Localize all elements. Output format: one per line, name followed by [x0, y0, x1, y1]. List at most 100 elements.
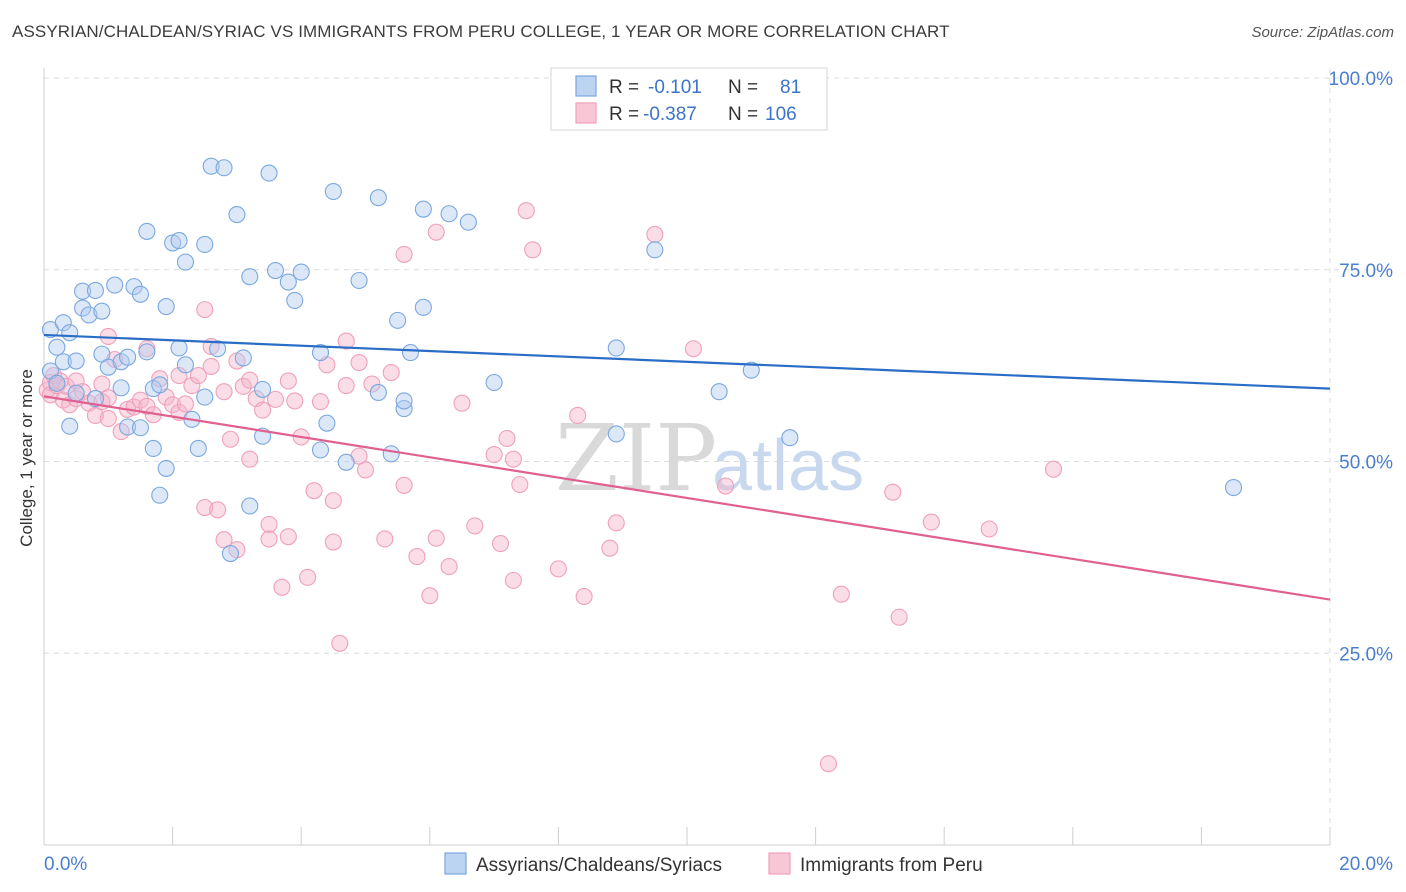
peru-point-74: [395, 476, 413, 494]
peru-point-67: [350, 354, 368, 372]
assyrian-point-44: [209, 340, 227, 358]
assyrian-point-8: [67, 352, 85, 370]
assyrian-point-20: [112, 379, 130, 397]
assyrian-point-76: [607, 339, 625, 357]
x-tick-label-1: 20.0%: [1339, 854, 1393, 875]
assyrian-point-45: [215, 159, 233, 177]
assyrian-point-56: [286, 291, 304, 309]
peru-point-80: [453, 394, 471, 412]
peru-point-65: [337, 377, 355, 395]
peru-point-55: [279, 528, 297, 546]
legend-r-label-2: R =: [609, 104, 639, 125]
assyrian-point-81: [781, 429, 799, 447]
y-tick-label-2: 50.0%: [1339, 453, 1393, 474]
assyrian-point-17: [99, 358, 117, 376]
assyrian-point-66: [382, 445, 400, 463]
assyrian-point-72: [414, 298, 432, 316]
assyrian-point-62: [337, 453, 355, 471]
assyrian-point-9: [67, 384, 85, 402]
assyrian-point-59: [311, 344, 330, 362]
assyrian-point-42: [196, 388, 214, 406]
legend-n-label-1: N =: [728, 77, 758, 98]
assyrian-point-10: [74, 299, 92, 317]
assyrian-point-3: [48, 374, 66, 392]
assyrian-point-60: [318, 414, 336, 432]
peru-point-69: [356, 461, 375, 479]
assyrian-point-5: [54, 353, 72, 371]
assyrian-point-30: [151, 486, 169, 504]
peru-point-27: [151, 370, 169, 388]
peru-point-92: [575, 587, 593, 606]
peru-point-62: [324, 533, 342, 551]
legend-swatch-assyrian: [575, 75, 597, 97]
peru-point-75: [408, 548, 426, 566]
legend-box: R = -0.101 N = 81 R = -0.387 N = 106: [550, 67, 828, 131]
peru-point-45: [234, 377, 252, 395]
peru-point-58: [299, 568, 317, 586]
assyrian-point-50: [241, 497, 259, 515]
peru-point-73: [395, 245, 413, 263]
assyrian-point-38: [176, 356, 195, 374]
peru-point-95: [646, 225, 664, 244]
legend-r-label-1: R =: [609, 77, 639, 98]
peru-point-56: [286, 392, 304, 410]
peru-point-77: [427, 223, 445, 241]
assyrian-point-4: [54, 314, 72, 332]
assyrian-trend-line: [43, 333, 1331, 390]
assyrian-point-24: [131, 285, 149, 303]
legend-r-value-2: -0.387: [643, 104, 697, 125]
assyrian-point-49: [241, 268, 259, 286]
peru-point-83: [491, 535, 510, 553]
peru-point-87: [511, 475, 529, 494]
peru-point-70: [363, 375, 381, 393]
assyrian-point-34: [164, 234, 182, 252]
assyrian-point-28: [144, 439, 162, 458]
y-tick-label-1: 75.0%: [1339, 261, 1393, 282]
bottom-legend-swatch-peru: [768, 852, 791, 875]
peru-point-79: [440, 558, 458, 576]
assyrian-point-55: [279, 273, 297, 291]
assyrian-point-13: [86, 281, 104, 300]
assyrian-point-79: [710, 383, 728, 401]
peru-point-53: [273, 578, 291, 596]
peru-point-13: [86, 406, 104, 425]
peru-point-39: [209, 501, 227, 519]
x-tick-marks: [43, 827, 1331, 845]
peru-point-41: [215, 531, 233, 549]
peru-point-71: [376, 530, 394, 548]
peru-point-46: [241, 371, 259, 389]
peru-point-63: [324, 492, 342, 510]
peru-trend-line: [43, 395, 1331, 601]
assyrian-point-37: [176, 253, 195, 271]
assyrian-point-2: [48, 338, 66, 356]
legend-n-value-2: 106: [765, 104, 797, 125]
assyrian-point-40: [189, 439, 207, 458]
assyrian-point-6: [61, 324, 79, 342]
peru-point-54: [279, 372, 297, 390]
peru-point-101: [922, 513, 940, 531]
peru-point-51: [260, 530, 278, 548]
peru-point-34: [189, 367, 207, 385]
peru-point-78: [427, 529, 445, 547]
chart-title: ASSYRIAN/CHALDEAN/SYRIAC VS IMMIGRANTS F…: [12, 22, 950, 41]
peru-point-88: [517, 202, 535, 220]
series-peru-points: [38, 202, 1063, 773]
peru-point-7: [57, 377, 76, 395]
peru-point-35: [196, 498, 214, 517]
assyrian-point-21: [119, 418, 137, 436]
peru-point-104: [819, 755, 838, 773]
assyrian-point-73: [440, 205, 458, 223]
peru-point-84: [498, 429, 516, 448]
assyrian-point-75: [485, 373, 503, 392]
assyrian-point-35: [170, 339, 188, 357]
assyrian-point-51: [254, 380, 272, 398]
peru-point-16: [99, 409, 117, 428]
legend-r-value-1: -0.101: [648, 77, 702, 98]
trend-lines: [43, 333, 1331, 601]
peru-point-36: [196, 301, 214, 319]
peru-point-102: [980, 520, 998, 538]
bottom-legend: Assyrians/Chaldeans/Syriacs Immigrants f…: [444, 852, 983, 876]
peru-point-66: [337, 332, 355, 350]
peru-point-23: [131, 391, 149, 409]
